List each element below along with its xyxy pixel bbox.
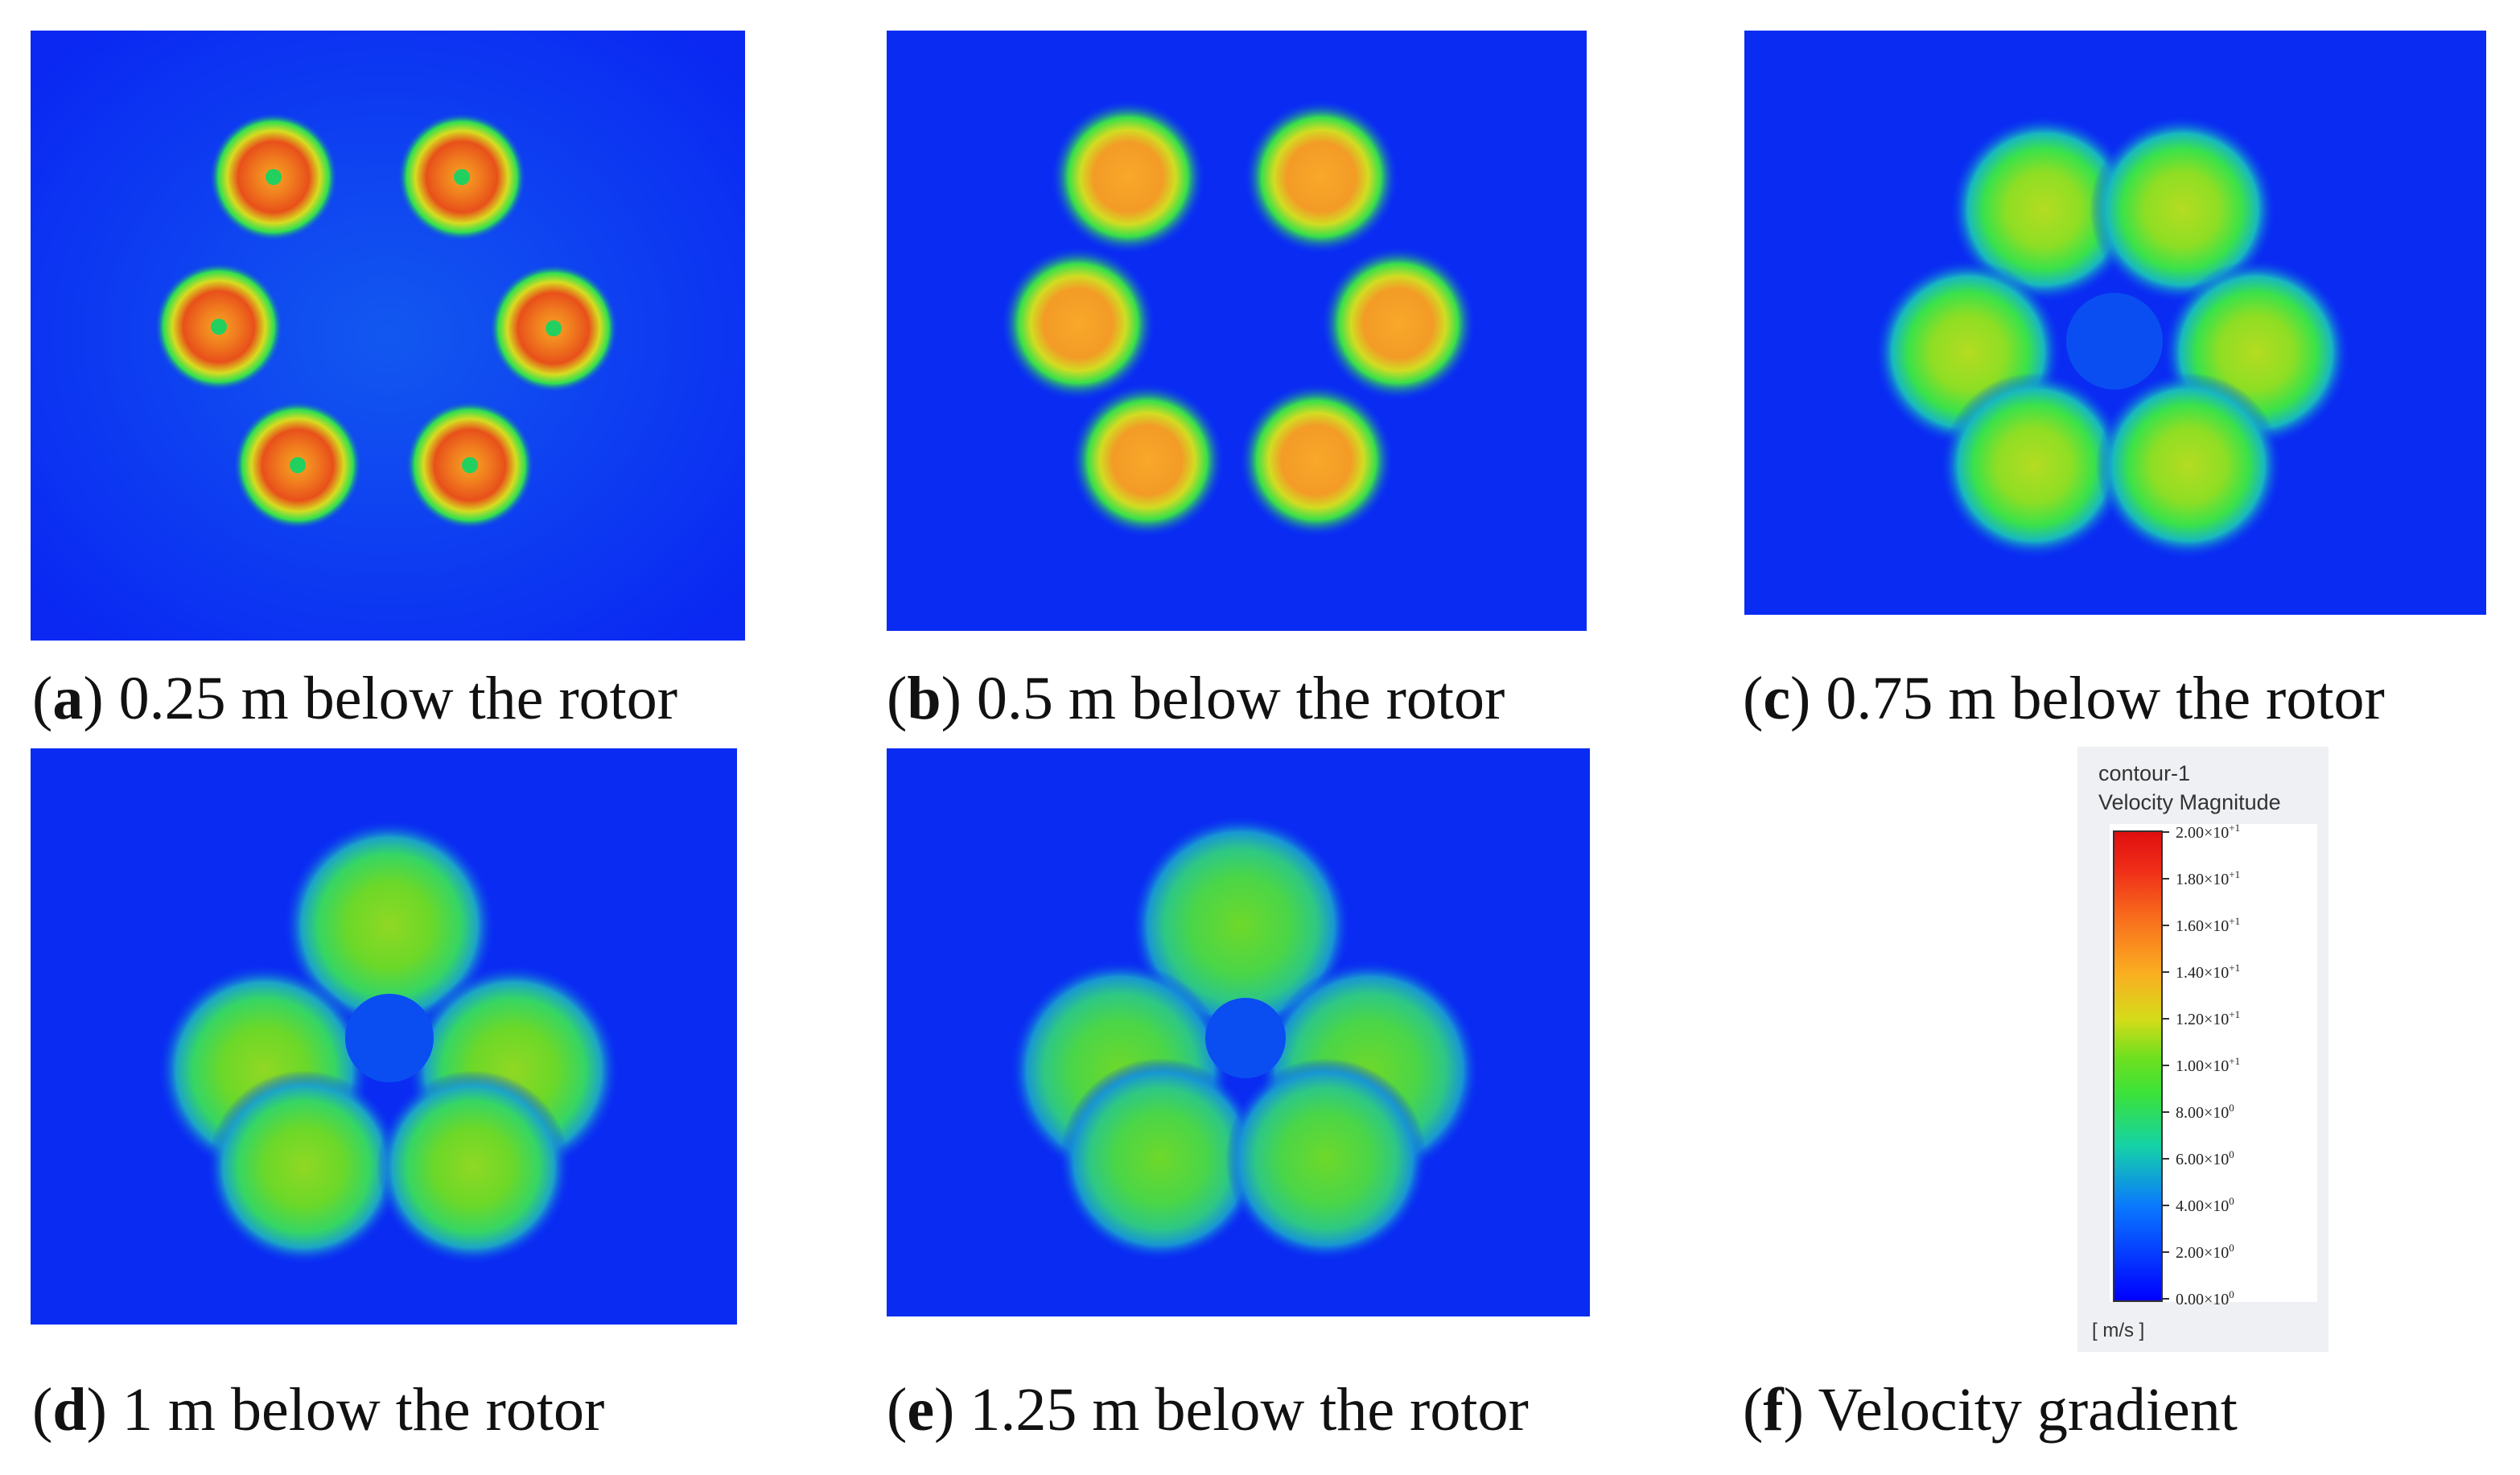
- colorbar-tick: [2161, 878, 2169, 880]
- colorbar-tick: [2161, 831, 2169, 833]
- velocity-legend: contour-1 Velocity Magnitude 2.00×10+1 1.…: [2077, 747, 2329, 1352]
- legend-unit: [ m/s ]: [2092, 1320, 2145, 1341]
- colorbar-tick-label: 1.80×10+1: [2176, 868, 2241, 888]
- colorbar-tick: [2161, 1111, 2169, 1113]
- contour-plot-d: [31, 748, 737, 1325]
- contour-plot-a: [31, 31, 745, 641]
- colorbar-tick-label: 1.60×10+1: [2176, 915, 2241, 935]
- contour-plot-c: [1744, 31, 2486, 615]
- colorbar-tick: [2161, 1298, 2169, 1300]
- colorbar: [2113, 830, 2163, 1302]
- colorbar-tick: [2161, 971, 2169, 973]
- colorbar-tick-label: 8.00×100: [2176, 1102, 2234, 1122]
- colorbar-tick-label: 1.20×10+1: [2176, 1008, 2241, 1028]
- legend-title: contour-1: [2098, 761, 2191, 785]
- colorbar-tick-label: 0.00×100: [2176, 1288, 2234, 1308]
- legend-variable: Velocity Magnitude: [2098, 790, 2281, 814]
- colorbar-tick-label: 2.00×100: [2176, 1242, 2234, 1262]
- colorbar-tick: [2161, 1065, 2169, 1066]
- colorbar-tick-label: 1.00×10+1: [2176, 1055, 2241, 1075]
- colorbar-tick-label: 1.40×10+1: [2176, 962, 2241, 982]
- colorbar-tick: [2161, 1205, 2169, 1206]
- colorbar-tick-label: 4.00×100: [2176, 1195, 2234, 1215]
- contour-plot-e: [887, 748, 1590, 1316]
- caption-a: (a) 0.25 m below the rotor: [32, 665, 678, 732]
- colorbar-tick-label: 2.00×10+1: [2176, 822, 2241, 842]
- colorbar-tick-label: 6.00×100: [2176, 1148, 2234, 1168]
- caption-e: (e) 1.25 m below the rotor: [887, 1376, 1529, 1444]
- colorbar-tick: [2161, 1158, 2169, 1160]
- caption-b: (b) 0.5 m below the rotor: [887, 665, 1505, 732]
- colorbar-tick: [2161, 1251, 2169, 1253]
- caption-c: (c) 0.75 m below the rotor: [1743, 665, 2385, 732]
- colorbar-tick: [2161, 925, 2169, 926]
- caption-d: (d) 1 m below the rotor: [32, 1376, 605, 1444]
- colorbar-tick: [2161, 1018, 2169, 1020]
- caption-f: (f) Velocity gradient: [1743, 1376, 2238, 1444]
- contour-plot-b: [887, 31, 1587, 631]
